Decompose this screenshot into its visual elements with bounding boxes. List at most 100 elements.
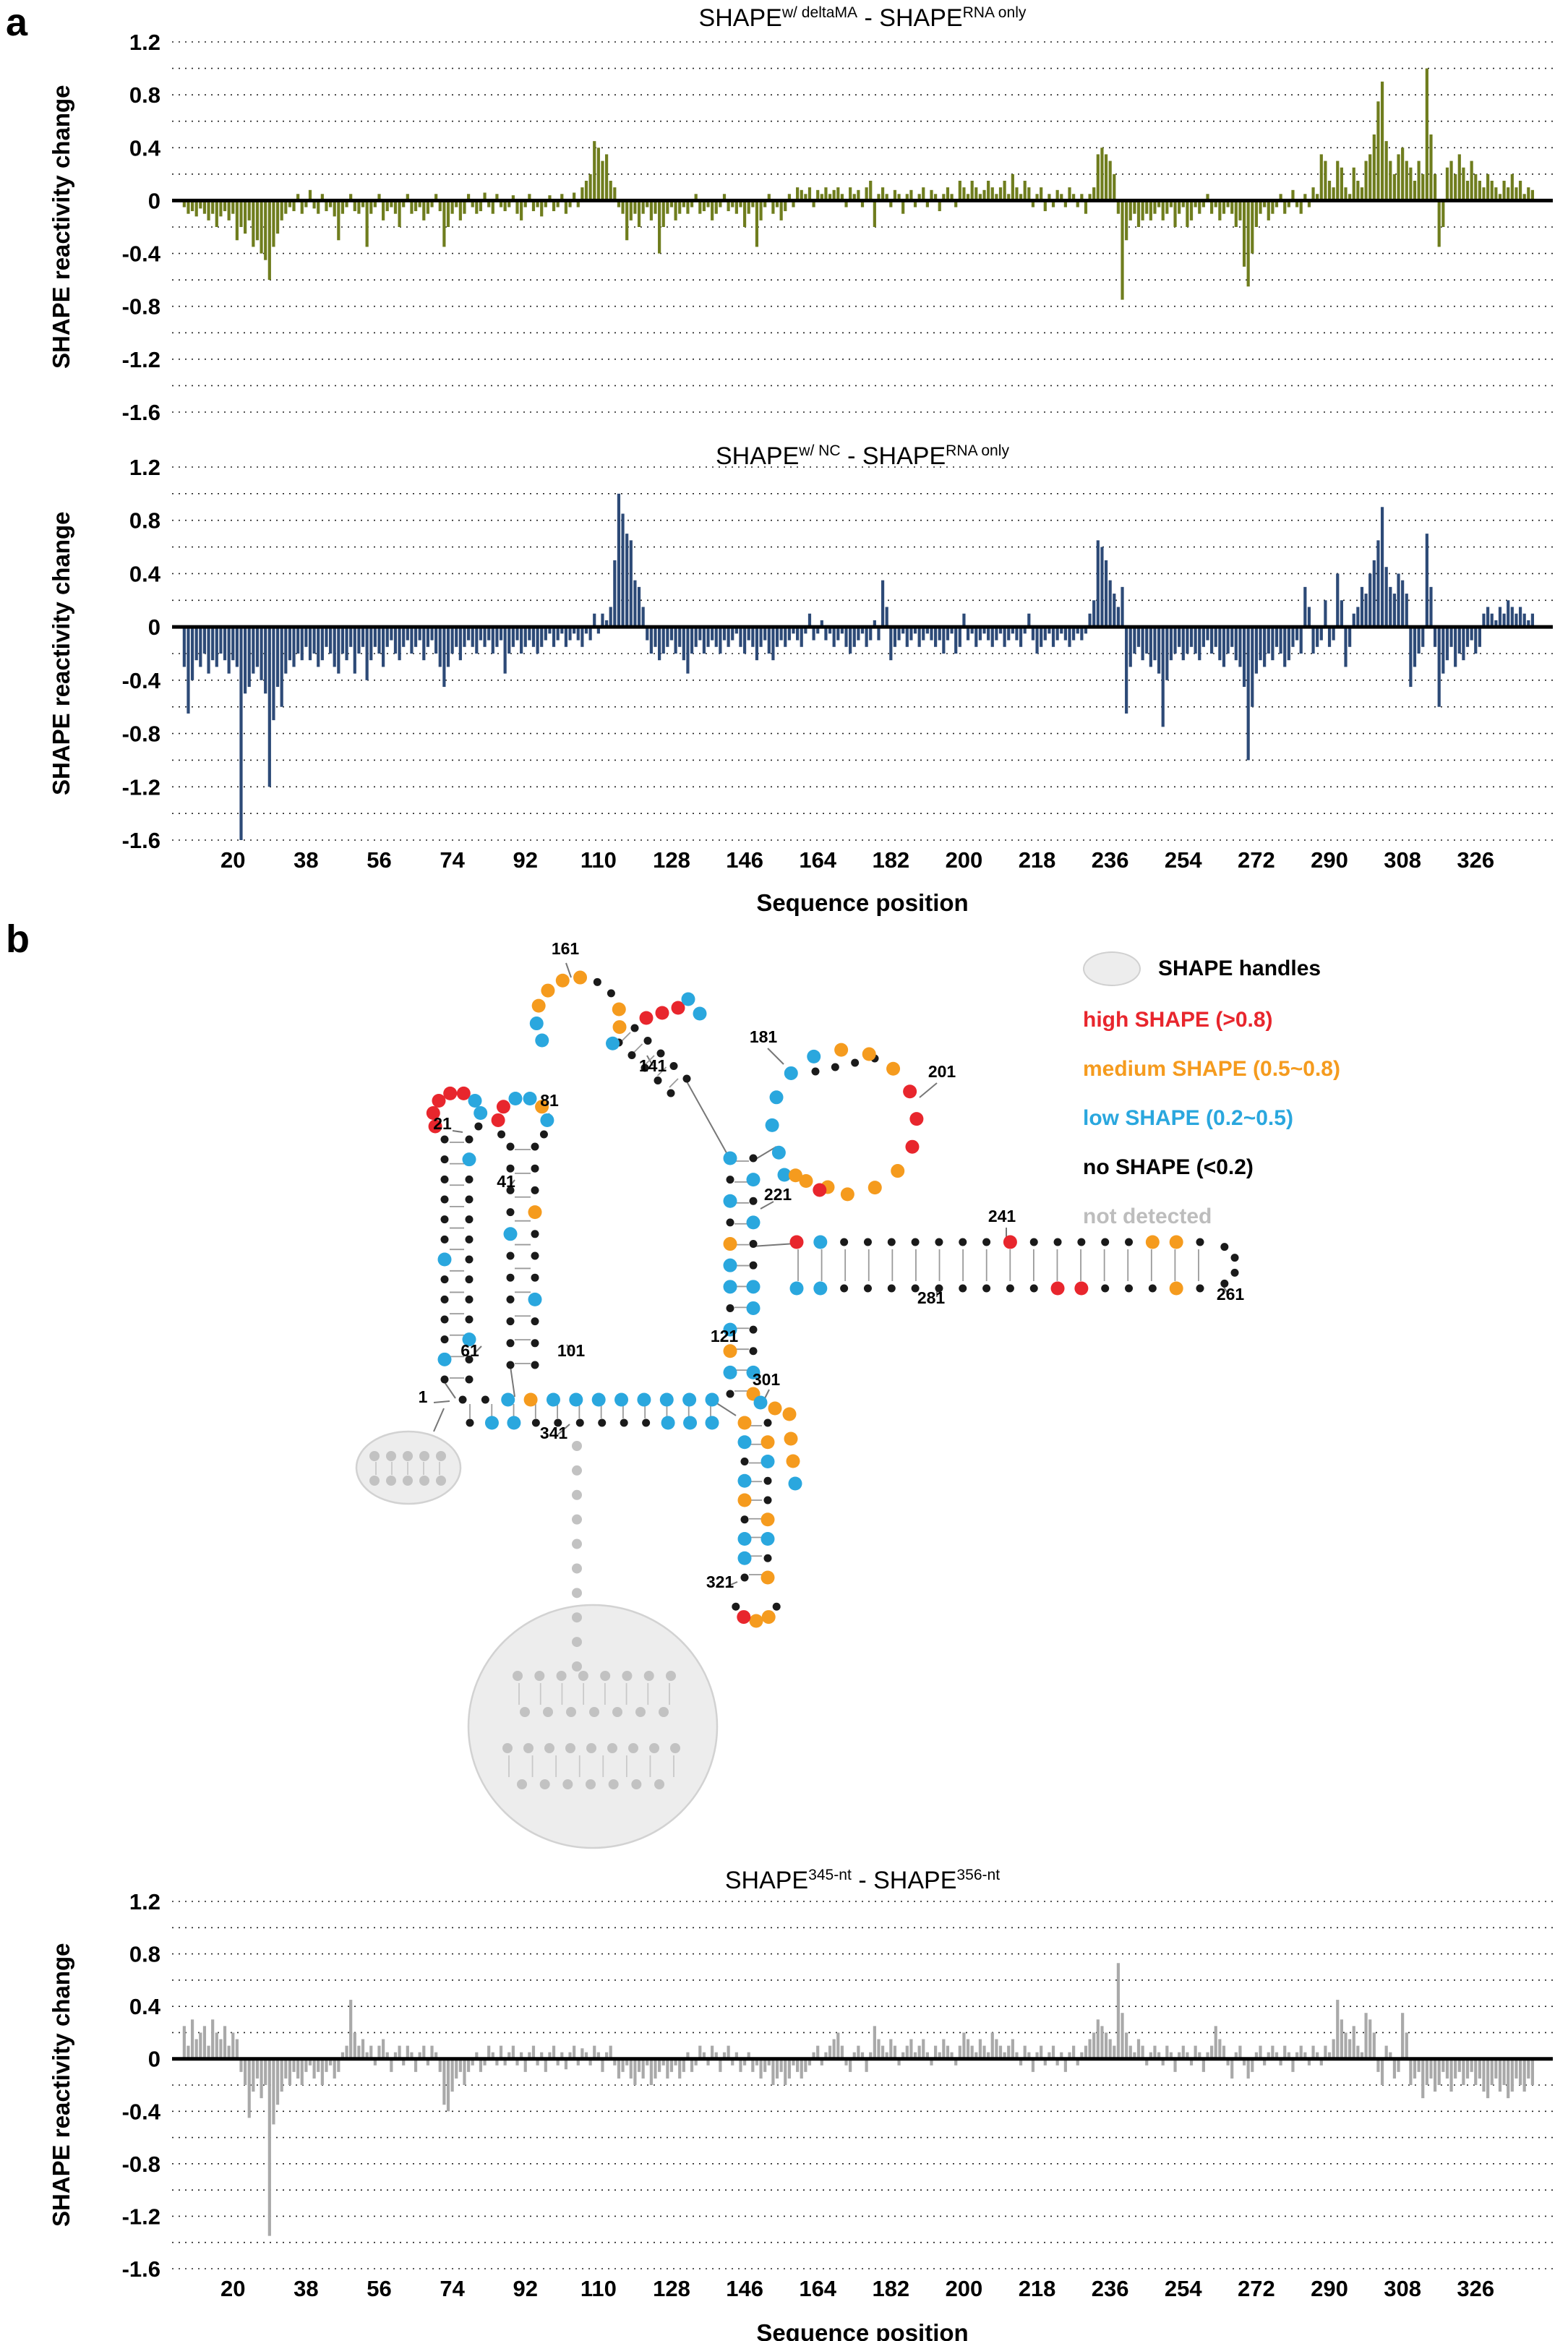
svg-text:0.4: 0.4 xyxy=(129,1994,161,2019)
svg-text:221: 221 xyxy=(764,1185,792,1204)
bar-plot-NC: 1.2 0.8 0.4 0 -0.4 -0.8 -1.2 -1.6 20 38 56 74 92 110 1… xyxy=(122,455,1553,873)
svg-text:-1.6: -1.6 xyxy=(122,828,160,853)
bar-plot-deltaMA: 1.2 0.8 0.4 0 -0.4 -0.8 -1.2 -1.6 xyxy=(122,30,1553,425)
svg-text:341: 341 xyxy=(540,1424,568,1442)
svg-text:81: 81 xyxy=(540,1091,559,1110)
svg-text:141: 141 xyxy=(639,1056,667,1075)
svg-text:74: 74 xyxy=(440,2276,465,2301)
svg-text:0: 0 xyxy=(148,188,160,213)
handle-ellipse-icon xyxy=(1083,951,1141,986)
svg-text:128: 128 xyxy=(653,847,690,873)
svg-text:121: 121 xyxy=(711,1327,739,1345)
svg-text:218: 218 xyxy=(1019,2276,1056,2301)
svg-text:326: 326 xyxy=(1457,2276,1494,2301)
svg-text:41: 41 xyxy=(497,1172,515,1191)
legend-item-none: no SHAPE (<0.2) xyxy=(1083,1155,1254,1179)
svg-text:0.4: 0.4 xyxy=(129,561,161,586)
svg-text:-0.4: -0.4 xyxy=(122,668,161,693)
svg-text:21: 21 xyxy=(433,1114,452,1133)
svg-text:74: 74 xyxy=(440,847,465,873)
svg-text:-1.6: -1.6 xyxy=(122,400,160,425)
svg-text:236: 236 xyxy=(1092,2276,1129,2301)
chart-title-345nt: SHAPE345-nt - SHAPE356-nt xyxy=(724,1867,1001,1894)
svg-text:0.4: 0.4 xyxy=(129,135,161,161)
legend-item-low: low SHAPE (0.2~0.5) xyxy=(1083,1106,1293,1130)
svg-text:-0.8: -0.8 xyxy=(122,722,160,747)
svg-text:164: 164 xyxy=(799,847,836,873)
svg-text:-0.4: -0.4 xyxy=(122,241,161,267)
svg-text:308: 308 xyxy=(1384,847,1421,873)
svg-text:0.8: 0.8 xyxy=(129,82,160,108)
svg-text:201: 201 xyxy=(928,1062,956,1081)
svg-text:290: 290 xyxy=(1311,847,1348,873)
svg-text:236: 236 xyxy=(1092,847,1129,873)
y-axis-label: SHAPE reactivity change xyxy=(48,511,74,796)
svg-text:128: 128 xyxy=(653,2276,690,2301)
svg-text:272: 272 xyxy=(1238,847,1275,873)
svg-text:-1.2: -1.2 xyxy=(122,2204,160,2229)
svg-text:308: 308 xyxy=(1384,2276,1421,2301)
svg-text:182: 182 xyxy=(872,847,909,873)
legend-item-notdetected: not detected xyxy=(1083,1204,1212,1228)
svg-text:-1.2: -1.2 xyxy=(122,347,160,372)
svg-text:-1.6: -1.6 xyxy=(122,2256,160,2282)
legend-handles-label: SHAPE handles xyxy=(1158,956,1321,980)
svg-text:1: 1 xyxy=(419,1387,428,1406)
rna-structure-panel: 161 141 181 201 21 81 41 221 241 261 281 61 101 121 1 3… xyxy=(0,933,1568,1867)
svg-text:326: 326 xyxy=(1457,847,1494,873)
svg-text:0: 0 xyxy=(148,615,160,640)
svg-text:38: 38 xyxy=(294,2276,318,2301)
svg-text:241: 241 xyxy=(988,1207,1016,1225)
chart-345nt: SHAPE345-nt - SHAPE356-nt SHAPE reactivi… xyxy=(43,1867,1561,2341)
svg-text:56: 56 xyxy=(367,2276,391,2301)
svg-text:0.8: 0.8 xyxy=(129,508,160,534)
legend-item-high: high SHAPE (>0.8) xyxy=(1083,1008,1273,1032)
chart-deltaMA: SHAPEw/ deltaMA - SHAPERNA only SHAPE re… xyxy=(43,4,1561,438)
svg-text:1.2: 1.2 xyxy=(129,455,160,480)
svg-text:110: 110 xyxy=(580,2276,617,2301)
svg-text:110: 110 xyxy=(580,847,617,873)
svg-text:290: 290 xyxy=(1311,2276,1348,2301)
svg-text:200: 200 xyxy=(946,2276,983,2301)
svg-text:181: 181 xyxy=(750,1027,778,1046)
svg-text:1.2: 1.2 xyxy=(129,30,160,55)
svg-text:200: 200 xyxy=(946,847,983,873)
svg-text:254: 254 xyxy=(1165,2276,1202,2301)
chart-title-NC: SHAPEw/ NC - SHAPERNA only xyxy=(715,442,1009,470)
svg-text:164: 164 xyxy=(799,2276,836,2301)
svg-text:281: 281 xyxy=(917,1288,946,1307)
svg-text:161: 161 xyxy=(552,939,580,958)
svg-text:146: 146 xyxy=(726,2276,763,2301)
svg-text:146: 146 xyxy=(726,847,763,873)
y-axis-label: SHAPE reactivity change xyxy=(48,1943,74,2227)
svg-text:61: 61 xyxy=(460,1341,479,1360)
legend-row-handles: SHAPE handles xyxy=(1083,951,1546,986)
structure-legend: SHAPE handles high SHAPE (>0.8) medium S… xyxy=(1083,951,1546,1254)
svg-text:20: 20 xyxy=(220,2276,245,2301)
svg-text:261: 261 xyxy=(1217,1285,1245,1304)
svg-text:92: 92 xyxy=(513,2276,537,2301)
chart-NC: SHAPEw/ NC - SHAPERNA only SHAPE reactiv… xyxy=(43,442,1561,920)
svg-text:272: 272 xyxy=(1238,2276,1275,2301)
svg-text:101: 101 xyxy=(557,1341,586,1360)
svg-text:20: 20 xyxy=(220,847,245,873)
svg-text:0.8: 0.8 xyxy=(129,1942,160,1967)
chart-title-deltaMA: SHAPEw/ deltaMA - SHAPERNA only xyxy=(698,4,1027,32)
x-axis-label: Sequence position xyxy=(756,889,969,916)
svg-text:38: 38 xyxy=(294,847,318,873)
svg-text:-0.8: -0.8 xyxy=(122,2152,160,2177)
panel-b-label: b xyxy=(6,917,30,961)
x-axis-label: Sequence position xyxy=(756,2319,969,2341)
svg-text:0: 0 xyxy=(148,2047,160,2072)
svg-text:301: 301 xyxy=(753,1370,781,1389)
bar-plot-345nt: 1.2 0.8 0.4 0 -0.4 -0.8 -1.2 -1.6 20 38 56 74 92 110 1… xyxy=(122,1889,1553,2301)
svg-text:218: 218 xyxy=(1019,847,1056,873)
svg-text:321: 321 xyxy=(706,1572,734,1591)
legend-item-medium: medium SHAPE (0.5~0.8) xyxy=(1083,1057,1340,1081)
svg-text:182: 182 xyxy=(872,2276,909,2301)
svg-text:-1.2: -1.2 xyxy=(122,774,160,800)
svg-text:-0.4: -0.4 xyxy=(122,2099,161,2124)
panel-a-label: a xyxy=(6,1,28,44)
svg-text:-0.8: -0.8 xyxy=(122,294,160,320)
